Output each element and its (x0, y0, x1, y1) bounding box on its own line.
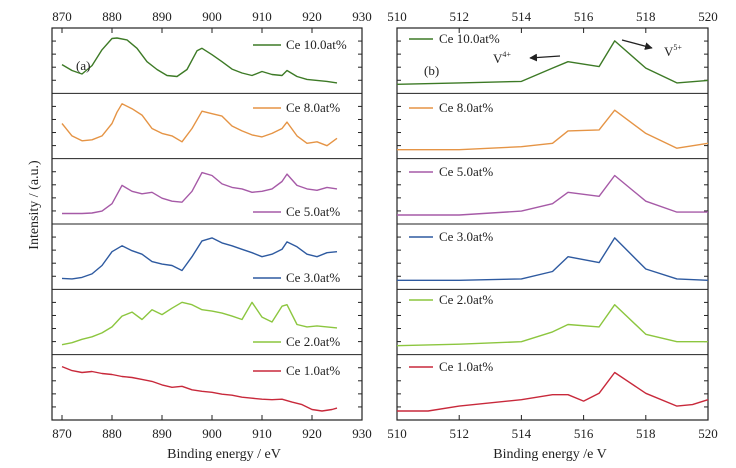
x-tick-label-top: 514 (512, 9, 532, 24)
series-line-b (397, 371, 709, 412)
x-tick-label-bottom: 518 (636, 426, 656, 441)
x-tick-label-top: 890 (152, 9, 172, 24)
legend-label: Ce 5.0at% (439, 164, 493, 179)
legend-label: Ce 2.0at% (439, 292, 493, 307)
annotation-v4-base: V (493, 51, 503, 66)
x-tick-label-top: 870 (52, 9, 72, 24)
x-tick-label-top: 920 (302, 9, 322, 24)
x-tick-label-bottom: 900 (202, 426, 222, 441)
x-tick-label-bottom: 512 (449, 426, 469, 441)
series-line-a (61, 365, 338, 412)
x-tick-label-top: 900 (202, 9, 222, 24)
legend-label: Ce 8.0at% (286, 100, 340, 115)
x-tick-label-bottom: 516 (574, 426, 594, 441)
x-tick-label-bottom: 514 (512, 426, 532, 441)
x-tick-label-top: 510 (387, 9, 407, 24)
legend-label: Ce 3.0at% (286, 270, 340, 285)
legend-label: Ce 10.0at% (439, 31, 500, 46)
series-line-a (62, 171, 338, 215)
series-line-b (397, 109, 709, 151)
x-tick-label-bottom: 910 (252, 426, 272, 441)
x-tick-label-top: 910 (252, 9, 272, 24)
series-line-a (61, 103, 338, 147)
series-line-a (61, 301, 338, 346)
x-tick-label-bottom: 880 (102, 426, 122, 441)
series-line-b (396, 304, 708, 347)
series-line-a (61, 237, 338, 280)
legend-label: Ce 5.0at% (286, 204, 340, 219)
annotation-v5-sup: 5+ (673, 43, 682, 52)
series-line-b (397, 237, 709, 281)
panel-a-label: (a) (76, 58, 90, 73)
x-tick-label-top: 518 (636, 9, 656, 24)
arrow-v4 (529, 53, 561, 62)
legend-label: Ce 10.0at% (286, 37, 347, 52)
x-axis-label-left: Binding energy / eV (167, 447, 281, 462)
x-tick-label-top: 512 (449, 9, 469, 24)
x-axis-label-right: Binding energy /e V (493, 447, 606, 462)
series-line-b (396, 40, 709, 85)
series-line-b (397, 174, 708, 216)
panel-a: 870 870 880 880 890 890 900 900 910 910 920 920 930 9… (51, 9, 372, 441)
x-tick-label-top: 880 (102, 9, 122, 24)
x-tick-label-bottom: 930 (352, 426, 372, 441)
legend-label: Ce 8.0at% (439, 100, 493, 115)
annotation-v4: V4+ (493, 50, 511, 66)
legend-label: Ce 2.0at% (286, 334, 340, 349)
legend-label: Ce 3.0at% (439, 229, 493, 244)
annotation-v5-base: V (664, 44, 674, 59)
legend-label: Ce 1.0at% (286, 363, 340, 378)
legend-label: Ce 1.0at% (439, 359, 493, 374)
x-tick-label-top: 520 (698, 9, 718, 24)
x-tick-label-bottom: 890 (152, 426, 172, 441)
panel-b: 510 510 512 512 514 514 516 516 518 518 520 520 Ce 1… (387, 9, 718, 441)
x-tick-label-bottom: 520 (698, 426, 718, 441)
panel-b-label: (b) (424, 63, 439, 78)
series-line-a (61, 37, 338, 84)
x-tick-label-bottom: 920 (302, 426, 322, 441)
x-tick-label-top: 516 (574, 9, 594, 24)
arrow-v5 (621, 39, 653, 50)
annotation-v4-sup: 4+ (502, 50, 511, 59)
annotation-v5: V5+ (664, 43, 682, 59)
y-axis-label: Intensity / (a.u.) (27, 160, 42, 250)
x-tick-label-bottom: 510 (387, 426, 407, 441)
x-tick-label-bottom: 870 (52, 426, 72, 441)
x-tick-label-top: 930 (352, 9, 372, 24)
